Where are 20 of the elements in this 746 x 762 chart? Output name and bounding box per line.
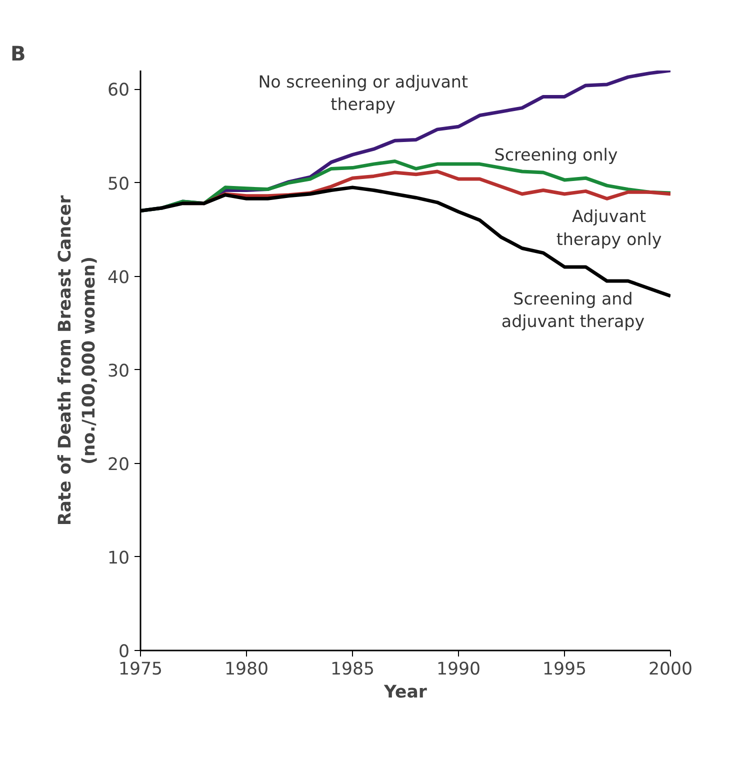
y-tick-label: 60 — [107, 80, 130, 101]
y-tick-label: 10 — [107, 548, 130, 568]
y-axis-title: Rate of Death from Breast Cancer (no./100,000 women) — [55, 194, 100, 526]
series-label: Screening only — [494, 145, 618, 164]
x-tick-label: 1975 — [118, 660, 163, 680]
x-tick-label: 1980 — [224, 660, 269, 680]
y-tick-label: 40 — [107, 268, 130, 288]
y-tick-label: 30 — [107, 361, 130, 382]
x-axis-title: Year — [383, 682, 428, 702]
x-tick-label: 1990 — [436, 660, 481, 680]
series-label: Adjuvant therapy only — [556, 207, 662, 249]
x-tick-label: 1985 — [330, 660, 375, 680]
y-tick-label: 20 — [107, 454, 130, 475]
series-label: Screening and adjuvant therapy — [501, 289, 645, 332]
series-label: No screening or adjuvant therapy — [258, 72, 468, 114]
x-tick-label: 2000 — [648, 660, 693, 680]
x-tick-label: 1995 — [542, 660, 587, 680]
chart-title: B — [10, 42, 26, 66]
y-tick-label: 50 — [107, 174, 130, 194]
y-tick-label: 0 — [118, 642, 130, 662]
